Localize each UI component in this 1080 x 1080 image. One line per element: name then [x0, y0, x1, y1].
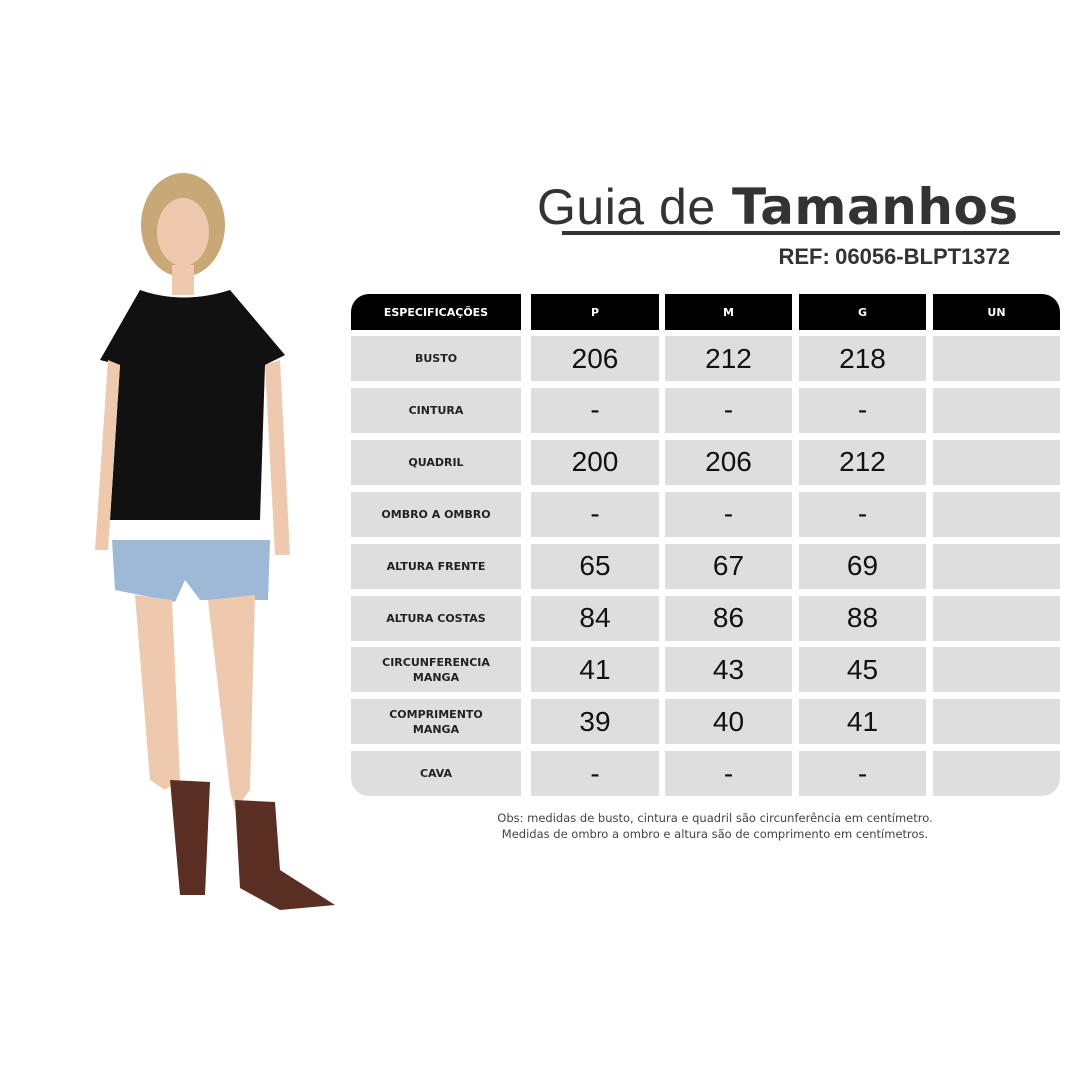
title-light: Guia de — [537, 179, 716, 235]
title-bold: Tamanhos — [732, 178, 1019, 236]
row-label: CAVA — [351, 751, 521, 797]
header-un: UN — [933, 294, 1060, 330]
size-value — [933, 439, 1060, 485]
size-value — [933, 387, 1060, 433]
row-label: ALTURA COSTAS — [351, 595, 521, 641]
size-value: 212 — [799, 439, 926, 485]
header-p: P — [531, 294, 659, 330]
size-value: 45 — [799, 647, 926, 693]
obs-line-1: Obs: medidas de busto, cintura e quadril… — [497, 811, 933, 825]
size-value: - — [531, 751, 659, 797]
row-label: ALTURA FRENTE — [351, 543, 521, 589]
size-value: 69 — [799, 543, 926, 589]
size-value — [933, 336, 1060, 381]
size-value: - — [665, 491, 792, 537]
size-value: 212 — [665, 336, 792, 381]
size-value — [933, 699, 1060, 745]
size-value — [933, 647, 1060, 693]
size-value — [933, 595, 1060, 641]
ref-code: 06056-BLPT1372 — [835, 244, 1010, 269]
row-label: COMPRIMENTO MANGA — [351, 699, 521, 745]
row-label: OMBRO A OMBRO — [351, 491, 521, 537]
size-value — [933, 751, 1060, 797]
size-value: - — [799, 751, 926, 797]
size-value: - — [665, 387, 792, 433]
header-spec: ESPECIFICAÇÕES — [351, 294, 521, 330]
header-m: M — [665, 294, 792, 330]
ref-label: REF: — [778, 244, 830, 269]
size-value: 41 — [799, 699, 926, 745]
size-value: 206 — [665, 439, 792, 485]
size-value: - — [799, 491, 926, 537]
size-value: 218 — [799, 336, 926, 381]
header-g: G — [799, 294, 926, 330]
size-value: 86 — [665, 595, 792, 641]
size-value: 84 — [531, 595, 659, 641]
row-label: QUADRIL — [351, 439, 521, 485]
size-value: - — [665, 751, 792, 797]
size-value: 65 — [531, 543, 659, 589]
size-value: 41 — [531, 647, 659, 693]
size-value: 43 — [665, 647, 792, 693]
size-value: 40 — [665, 699, 792, 745]
size-value — [933, 543, 1060, 589]
row-label: CINTURA — [351, 387, 521, 433]
size-value: - — [799, 387, 926, 433]
title-underline — [562, 231, 1060, 235]
reference-code: REF: 06056-BLPT1372 — [779, 244, 1011, 270]
size-value: 206 — [531, 336, 659, 381]
size-value: 200 — [531, 439, 659, 485]
size-value: - — [531, 491, 659, 537]
size-value: 88 — [799, 595, 926, 641]
size-value: 39 — [531, 699, 659, 745]
model-photo — [95, 173, 335, 910]
size-value — [933, 491, 1060, 537]
row-label: CIRCUNFERENCIA MANGA — [351, 647, 521, 693]
size-value: - — [531, 387, 659, 433]
obs-line-2: Medidas de ombro a ombro e altura são de… — [501, 827, 929, 841]
row-label: BUSTO — [351, 336, 521, 381]
page-title: Guia de Tamanhos — [537, 178, 1019, 236]
size-value: 67 — [665, 543, 792, 589]
observation-note: Obs: medidas de busto, cintura e quadril… — [430, 810, 1000, 842]
